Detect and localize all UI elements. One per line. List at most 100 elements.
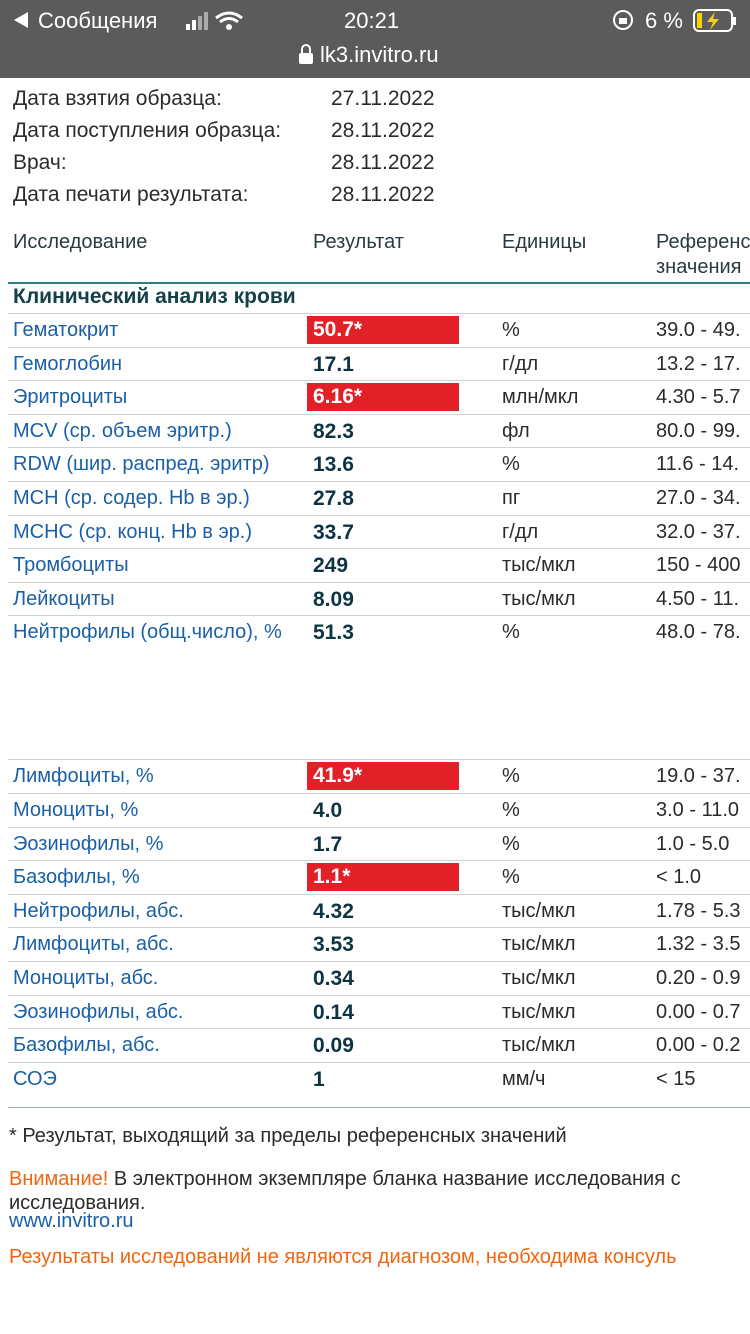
test-name: Эритроциты	[13, 386, 128, 408]
row-divider	[8, 380, 750, 381]
back-app[interactable]: Сообщения	[38, 8, 158, 33]
warning-text: исследования.	[9, 1192, 146, 1214]
info-label: Врач:	[13, 151, 67, 174]
info-value: 28.11.2022	[331, 119, 435, 142]
column-header: Референс	[656, 231, 750, 253]
result: 6.16*	[307, 383, 459, 411]
result: 1.1*	[307, 863, 459, 891]
footnote: * Результат, выходящий за пределы рефере…	[9, 1125, 567, 1147]
site-link[interactable]: www.invitro.ru	[9, 1210, 134, 1232]
result: 1	[313, 1068, 325, 1091]
test-name: Гемоглобин	[13, 353, 123, 375]
row-divider	[8, 347, 750, 348]
result: 27.8	[313, 487, 354, 510]
row-divider	[8, 414, 750, 415]
reference: 11.6 - 14.	[656, 453, 740, 475]
reference: 39.0 - 49.	[656, 319, 741, 341]
result: 13.6	[313, 453, 354, 476]
row-divider	[8, 793, 750, 794]
lock-icon	[299, 44, 313, 64]
result: 82.3	[313, 420, 354, 443]
test-name: Моноциты, %	[13, 799, 139, 821]
row-divider	[8, 313, 750, 314]
result: 51.3	[313, 621, 354, 644]
reference: 4.30 - 5.7	[656, 386, 741, 408]
reference: 27.0 - 34.	[656, 487, 741, 509]
row-divider	[8, 548, 750, 549]
clock: 20:21	[344, 8, 400, 33]
result: 0.34	[313, 967, 354, 990]
info-value: 27.11.2022	[331, 87, 435, 110]
reference: < 15	[656, 1068, 696, 1090]
row-divider	[8, 860, 750, 861]
reference: 0.20 - 0.9	[656, 967, 741, 989]
unit: тыс/мкл	[502, 588, 576, 610]
unit: тыс/мкл	[502, 900, 576, 922]
row-divider	[8, 961, 750, 962]
unit: фл	[502, 420, 530, 442]
section-title: Клинический анализ крови	[13, 285, 296, 308]
unit: тыс/мкл	[502, 554, 576, 576]
reference: 4.50 - 11.	[656, 588, 740, 610]
reference: 80.0 - 99.	[656, 420, 741, 442]
unit: г/дл	[502, 521, 539, 543]
row-divider	[8, 515, 750, 516]
info-label: Дата взятия образца:	[13, 87, 222, 110]
column-header: Результат	[313, 231, 404, 253]
info-label: Дата печати результата:	[13, 183, 249, 206]
test-name: RDW (шир. распред. эритр)	[13, 453, 270, 475]
result: 0.09	[313, 1034, 354, 1057]
header-divider	[8, 282, 750, 284]
column-header: Исследование	[13, 231, 148, 253]
test-name: MCHC (ср. конц. Hb в эр.)	[13, 521, 253, 543]
unit: %	[502, 453, 520, 475]
result: 1.7	[313, 833, 343, 856]
rotation-lock	[613, 10, 633, 30]
result: 4.32	[313, 900, 354, 923]
reference: 0.00 - 0.2	[656, 1034, 741, 1056]
info-label: Дата поступления образца:	[13, 119, 282, 142]
reference: 32.0 - 37.	[656, 521, 741, 543]
unit: г/дл	[502, 353, 539, 375]
result: 8.09	[313, 588, 354, 611]
test-name: MCV (ср. объем эритр.)	[13, 420, 232, 442]
unit: %	[502, 319, 520, 341]
test-name: Базофилы, абс.	[13, 1034, 160, 1056]
test-name: Лимфоциты, абс.	[13, 933, 174, 955]
test-name: Гематокрит	[13, 319, 119, 341]
row-divider	[8, 447, 750, 448]
battery-icon	[693, 9, 736, 32]
result: 50.7*	[307, 316, 459, 344]
result: 3.53	[313, 933, 354, 956]
test-name: СОЭ	[13, 1068, 57, 1090]
unit: пг	[502, 487, 521, 509]
row-divider	[8, 1028, 750, 1029]
row-divider	[8, 827, 750, 828]
row-divider	[8, 582, 750, 583]
test-name: Лейкоциты	[13, 588, 115, 610]
unit: %	[502, 765, 520, 787]
row-divider	[8, 927, 750, 928]
result: 4.0	[313, 799, 343, 822]
test-name: Тромбоциты	[13, 554, 129, 576]
reference: 0.00 - 0.7	[656, 1001, 741, 1023]
row-divider	[8, 759, 750, 760]
reference: 1.32 - 3.5	[656, 933, 741, 955]
battery-percent: 6 %	[645, 8, 683, 33]
unit: млн/мкл	[502, 386, 579, 408]
back-arrow[interactable]	[12, 11, 32, 29]
reference: 1.0 - 5.0	[656, 833, 730, 855]
unit: мм/ч	[502, 1068, 546, 1090]
test-name: Эозинофилы, %	[13, 833, 164, 855]
result: 17.1	[313, 353, 354, 376]
result: 249	[313, 554, 349, 577]
url[interactable]: lk3.invitro.ru	[320, 42, 439, 67]
unit: %	[502, 621, 520, 643]
column-header: значения	[656, 256, 742, 278]
reference: 13.2 - 17.	[656, 353, 741, 375]
row-divider	[8, 894, 750, 895]
unit: тыс/мкл	[502, 1001, 576, 1023]
test-name: MCH (ср. содер. Hb в эр.)	[13, 487, 250, 509]
test-name: Нейтрофилы (общ.число), %	[13, 621, 282, 643]
